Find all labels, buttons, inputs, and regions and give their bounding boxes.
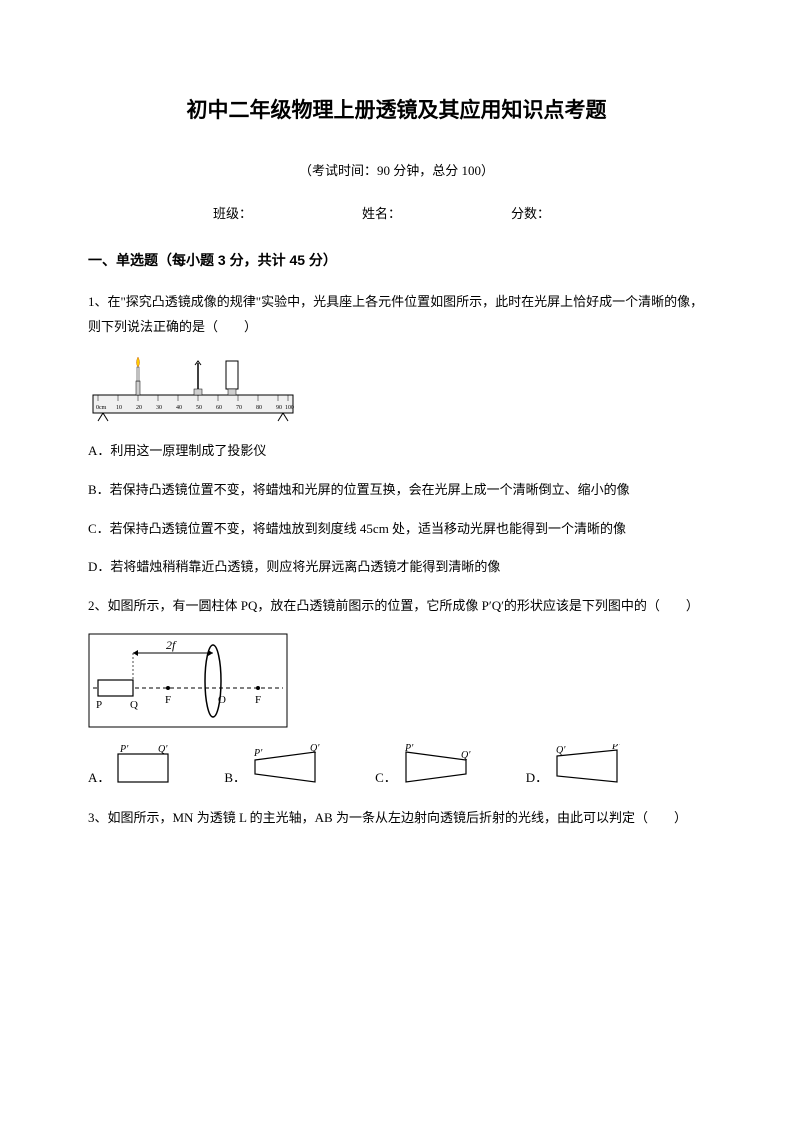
svg-text:100: 100 [285, 405, 294, 411]
svg-text:50: 50 [196, 405, 202, 411]
svg-text:P': P' [119, 744, 129, 755]
svg-text:F: F [255, 694, 261, 706]
score-label: 分数： [511, 203, 550, 222]
question-2-text: 2、如图所示，有一圆柱体 PQ，放在凸透镜前图示的位置，它所成像 P′Q′的形状… [88, 594, 705, 619]
svg-text:2f: 2f [166, 638, 177, 652]
question-2-diagram: P Q F O F 2f [88, 633, 705, 728]
section-1-header: 一、单选题（每小题 3 分，共计 45 分） [88, 250, 705, 270]
q2-options-row: A． P' Q' B． P' Q' C． P' Q' D． Q' P' [88, 744, 705, 786]
svg-text:20: 20 [136, 405, 142, 411]
svg-text:0cm: 0cm [96, 405, 107, 411]
q2-option-a: A． P' Q' [88, 744, 174, 786]
svg-text:60: 60 [216, 405, 222, 411]
q1-option-d: D．若将蜡烛稍稍靠近凸透镜，则应将光屏远离凸透镜才能得到清晰的像 [88, 555, 705, 580]
svg-text:10: 10 [116, 405, 122, 411]
svg-text:P': P' [611, 744, 621, 752]
svg-text:40: 40 [176, 405, 182, 411]
svg-text:F: F [165, 694, 171, 706]
page-title: 初中二年级物理上册透镜及其应用知识点考题 [88, 94, 705, 124]
q1-option-b: B．若保持凸透镜位置不变，将蜡烛和光屏的位置互换，会在光屏上成一个清晰倒立、缩小… [88, 478, 705, 503]
question-1-text: 1、在"探究凸透镜成像的规律"实验中，光具座上各元件位置如图所示，此时在光屏上恰… [88, 290, 705, 339]
svg-text:80: 80 [256, 405, 262, 411]
q2-option-c: C． P' Q' [375, 744, 476, 786]
svg-text:Q: Q [130, 699, 138, 711]
svg-text:30: 30 [156, 405, 162, 411]
question-1-diagram: 0cm 10 20 30 40 50 60 70 80 90 100 [88, 353, 705, 423]
question-3-text: 3、如图所示，MN 为透镜 L 的主光轴，AB 为一条从左边射向透镜后折射的光线… [88, 806, 705, 831]
svg-text:P: P [96, 699, 102, 711]
exam-subtitle: （考试时间：90 分钟，总分 100） [88, 160, 705, 179]
svg-text:P': P' [404, 744, 414, 754]
info-row: 班级： 姓名： 分数： [88, 203, 705, 222]
svg-text:Q': Q' [158, 744, 168, 755]
svg-text:Q': Q' [461, 750, 471, 761]
svg-text:70: 70 [236, 405, 242, 411]
name-label: 姓名： [362, 203, 401, 222]
q2-option-d: D． Q' P' [526, 744, 627, 786]
svg-text:O: O [218, 694, 226, 706]
svg-text:Q': Q' [556, 745, 566, 756]
class-label: 班级： [213, 203, 252, 222]
q1-option-a: A．利用这一原理制成了投影仪 [88, 439, 705, 464]
q1-option-c: C．若保持凸透镜位置不变，将蜡烛放到刻度线 45cm 处，适当移动光屏也能得到一… [88, 517, 705, 542]
svg-text:Q': Q' [310, 744, 320, 754]
svg-text:P': P' [253, 748, 263, 759]
svg-text:90: 90 [276, 405, 282, 411]
q2-option-b: B． P' Q' [224, 744, 325, 786]
